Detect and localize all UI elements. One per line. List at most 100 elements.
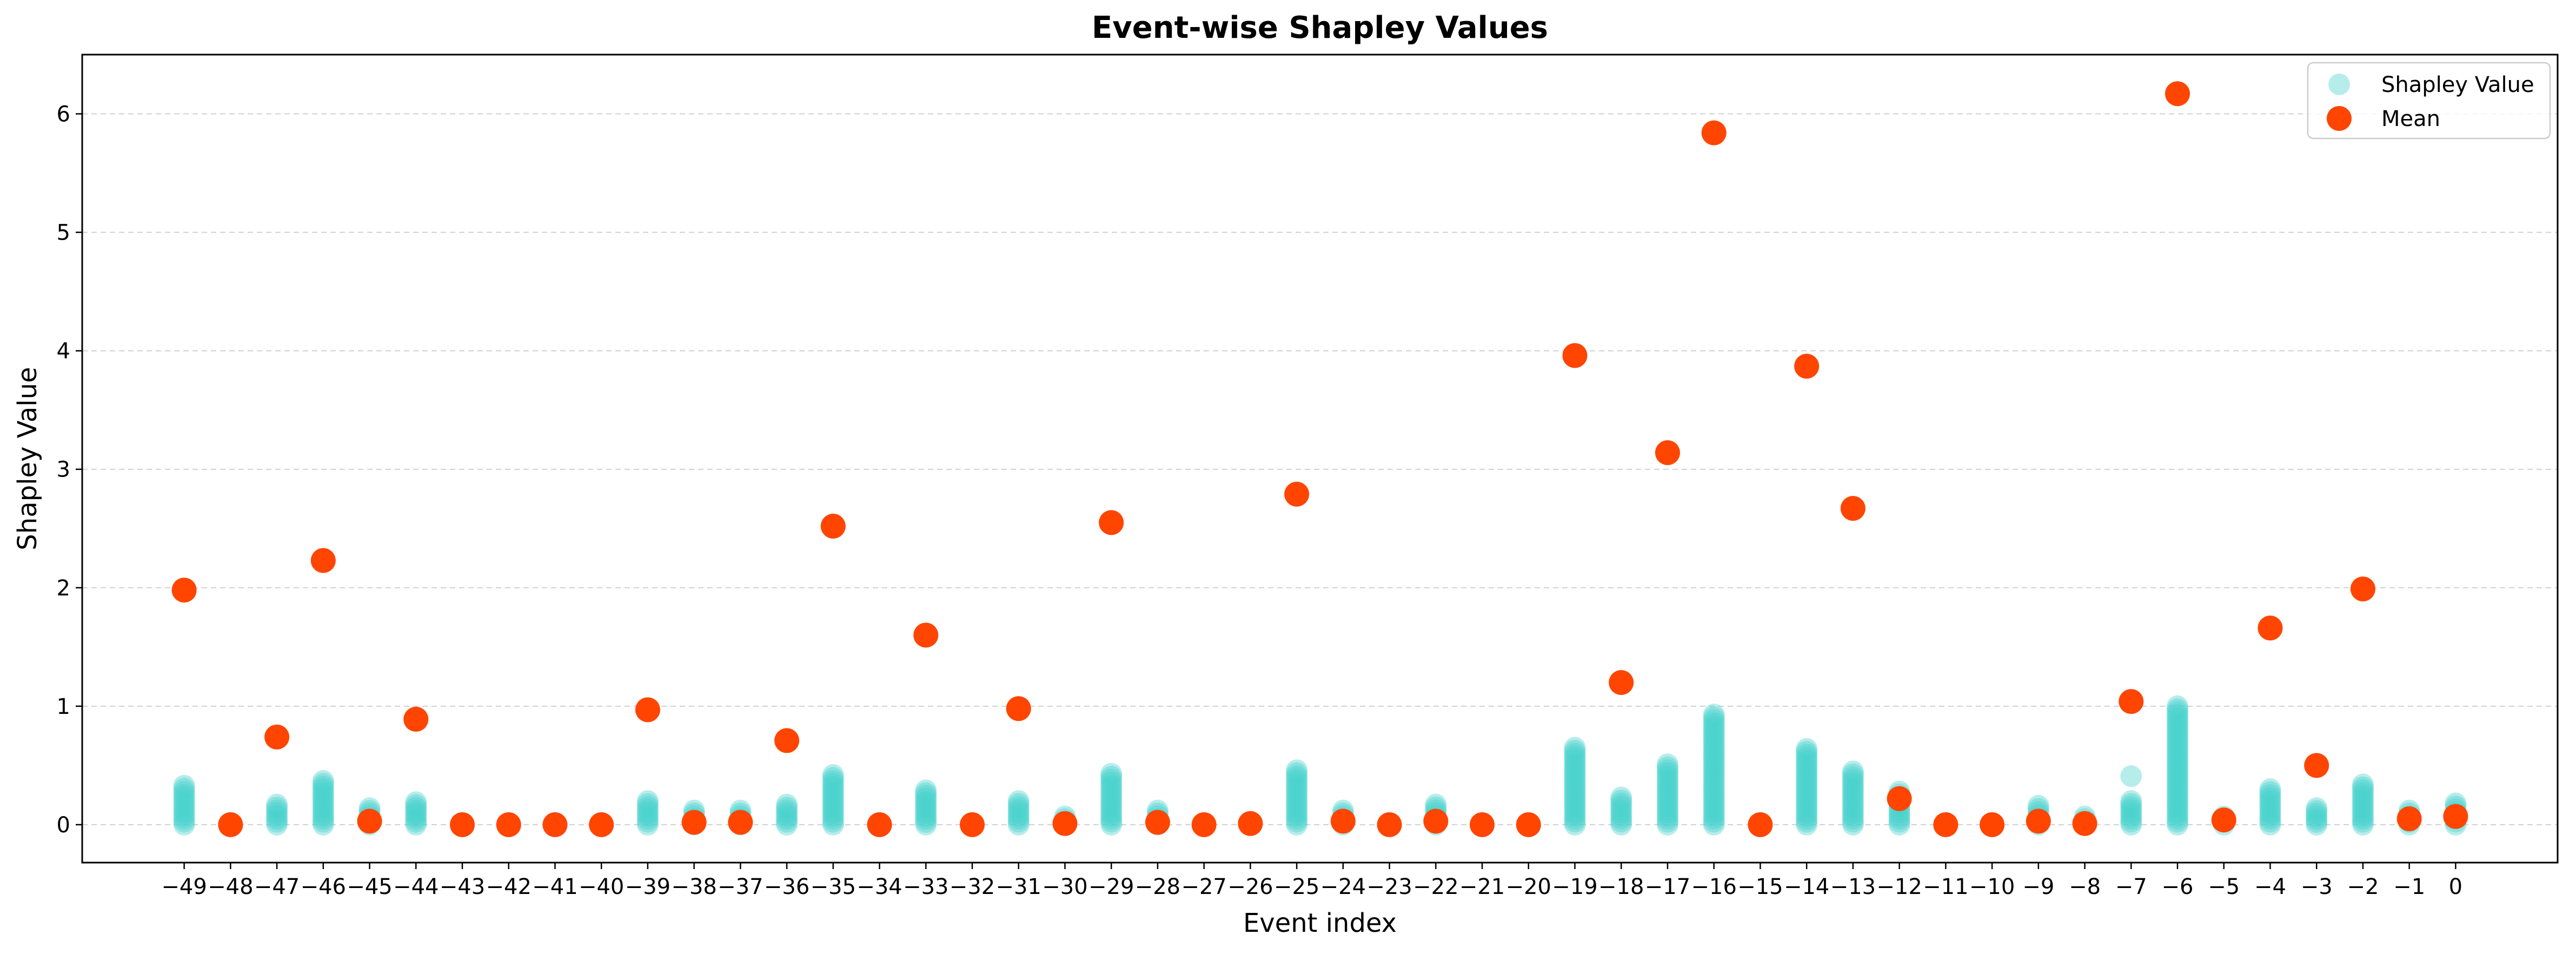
x-tick-label: −5: [2208, 875, 2240, 899]
shapley-value-point: [312, 813, 334, 836]
shapley-value-point: [2120, 765, 2142, 787]
mean-point: [1933, 812, 1958, 837]
shapley-value-point: [312, 770, 334, 792]
y-axis-label: Shapley Value: [12, 367, 43, 550]
shapley-value-point: [2167, 731, 2189, 753]
shapley-value-point: [2259, 805, 2281, 827]
shapley-value-point: [2352, 776, 2374, 798]
mean-point: [1052, 811, 1078, 836]
x-tick-label: −29: [1088, 875, 1134, 899]
grid-lines: [82, 113, 2558, 825]
mean-point: [2443, 804, 2468, 829]
shapley-value-point: [2167, 739, 2189, 761]
legend-marker-shapley-value: [2328, 74, 2350, 95]
shapley-value-point: [2352, 802, 2374, 824]
x-tick-label: −1: [2393, 875, 2425, 899]
mean-point: [913, 622, 939, 648]
legend: Shapley Value Mean: [2307, 62, 2551, 140]
shapley-value-point: [2259, 784, 2281, 806]
shapley-value-point: [1842, 760, 1864, 783]
x-axis-ticks: −49 −48 −47 −46 −45 −44 −43 −42 −41 −40 −39 −38 −37−…: [161, 863, 2462, 899]
shapley-value-point: [2259, 781, 2281, 803]
shapley-value-point: [2352, 808, 2374, 830]
shapley-value-point: [1564, 805, 1586, 827]
shapley-value-point: [1703, 712, 1725, 734]
x-tick-label: −37: [718, 875, 763, 899]
shapley-value-point: [312, 805, 334, 827]
shapley-value-point: [1564, 775, 1586, 797]
shapley-value-point: [1100, 784, 1123, 806]
x-tick-label: −36: [764, 875, 809, 899]
shapley-value-point: [1842, 778, 1864, 800]
shapley-value-point: [1656, 771, 1678, 793]
shapley-value-point: [1656, 813, 1678, 836]
shapley-value-point: [822, 790, 844, 812]
shapley-value-point: [1703, 781, 1725, 803]
shapley-value-point: [1703, 736, 1725, 758]
x-tick-label: −48: [208, 875, 253, 899]
shapley-value-point: [1703, 716, 1725, 738]
shapley-value-point: [1703, 805, 1725, 827]
mean-point: [2258, 615, 2283, 641]
shapley-value-point: [1100, 805, 1123, 827]
shapley-value-point: [822, 767, 844, 789]
shapley-value-point: [2352, 779, 2374, 801]
y-tick-label: 2: [57, 576, 70, 601]
shapley-value-point: [1564, 796, 1586, 818]
shapley-value-point: [173, 801, 195, 824]
mean-point: [1887, 786, 1912, 811]
shapley-value-point: [1564, 766, 1586, 789]
shapley-value-point: [1796, 746, 1818, 769]
mean-point: [1516, 812, 1541, 837]
shapley-value-point: [1842, 766, 1864, 789]
mean-point: [589, 812, 614, 837]
shapley-value-point: [1007, 813, 1030, 836]
mean-point: [218, 812, 243, 837]
shapley-value-point: [1564, 781, 1586, 803]
shapley-value-point: [822, 784, 844, 806]
y-tick-label: 4: [57, 339, 70, 364]
shapley-value-point: [2259, 796, 2281, 818]
mean-point: [1840, 496, 1865, 521]
shapley-value-point: [2167, 719, 2189, 741]
shapley-value-point: [2167, 772, 2189, 794]
shapley-value-point: [2167, 737, 2189, 759]
shapley-value-point: [915, 799, 937, 822]
shapley-value-point: [1703, 733, 1725, 756]
shapley-value-point: [1610, 813, 1632, 836]
shapley-value-point: [2167, 754, 2189, 777]
shapley-value-point: [1007, 805, 1030, 827]
shapley-value-point: [915, 793, 937, 816]
x-tick-label: −38: [671, 875, 716, 899]
shapley-value-point: [2120, 801, 2142, 824]
shapley-value-point: [776, 793, 798, 816]
x-tick-label: −14: [1784, 875, 1829, 899]
shapley-value-point: [2167, 707, 2189, 729]
shapley-value-point: [2167, 695, 2189, 717]
shapley-value-point: [266, 805, 288, 827]
mean-point: [960, 812, 985, 837]
shapley-value-point: [1796, 796, 1818, 818]
shapley-value-point: [1564, 790, 1586, 812]
y-tick-label: 1: [57, 694, 70, 719]
y-tick-label: 3: [57, 458, 70, 482]
shapley-value-point: [1100, 796, 1123, 818]
shapley-value-point: [1656, 759, 1678, 781]
mean-point: [728, 810, 753, 835]
shapley-value-point: [173, 805, 195, 827]
shapley-value-point: [2167, 763, 2189, 785]
shapley-value-point: [1286, 813, 1308, 836]
shapley-value-point: [822, 776, 844, 798]
shapley-value-point: [2352, 793, 2374, 816]
shapley-value-point: [1007, 807, 1030, 830]
mean-point: [357, 809, 382, 834]
shapley-value-point: [2120, 799, 2142, 821]
shapley-value-point: [1656, 805, 1678, 827]
shapley-value-point: [1610, 798, 1632, 820]
shapley-value-point: [312, 779, 334, 801]
shapley-value-point: [1796, 776, 1818, 798]
shapley-value-point: [636, 801, 659, 824]
shapley-value-point: [1796, 744, 1818, 766]
shapley-value-point: [2306, 808, 2328, 830]
